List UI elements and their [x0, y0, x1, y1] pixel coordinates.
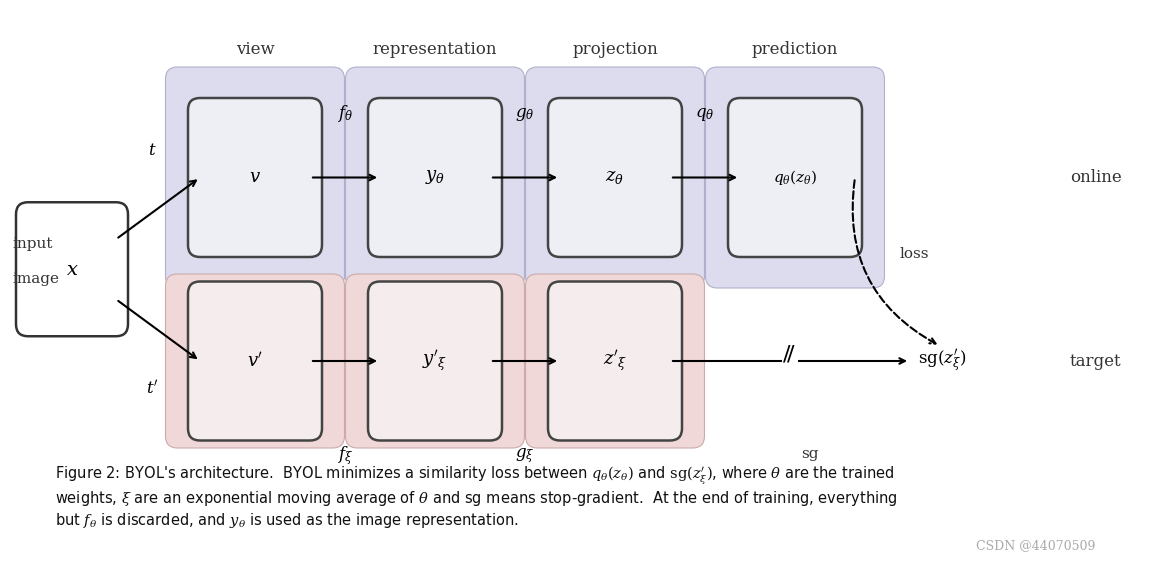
Text: $t'$: $t'$ [145, 380, 159, 398]
FancyBboxPatch shape [188, 98, 323, 257]
FancyBboxPatch shape [166, 67, 344, 288]
Text: CSDN @44070509: CSDN @44070509 [976, 539, 1096, 552]
Text: $t$: $t$ [147, 140, 157, 158]
FancyBboxPatch shape [346, 67, 524, 288]
FancyBboxPatch shape [705, 67, 885, 288]
Text: $\!/\!/$: $\!/\!/$ [783, 343, 797, 364]
FancyBboxPatch shape [346, 274, 524, 448]
FancyBboxPatch shape [166, 274, 344, 448]
Text: $\mathrm{sg}(z_{\xi}^{\prime})$: $\mathrm{sg}(z_{\xi}^{\prime})$ [918, 348, 967, 374]
FancyBboxPatch shape [548, 281, 682, 440]
Text: prediction: prediction [752, 41, 839, 58]
Text: $x$: $x$ [66, 260, 78, 279]
FancyBboxPatch shape [728, 98, 862, 257]
Text: loss: loss [900, 247, 930, 261]
Text: Figure 2: BYOL's architecture.  BYOL minimizes a similarity loss between $q_{\th: Figure 2: BYOL's architecture. BYOL mini… [55, 464, 897, 530]
Text: $v$: $v$ [249, 169, 262, 187]
FancyBboxPatch shape [367, 281, 502, 440]
Text: view: view [236, 41, 274, 58]
Text: $f_{\theta}$: $f_{\theta}$ [338, 104, 353, 125]
Text: $y'_{\xi}$: $y'_{\xi}$ [423, 349, 448, 373]
FancyBboxPatch shape [548, 98, 682, 257]
Text: representation: representation [373, 41, 498, 58]
Text: $v'$: $v'$ [247, 351, 263, 371]
Text: $z'_{\xi}$: $z'_{\xi}$ [602, 349, 627, 373]
Text: image: image [12, 272, 59, 287]
Text: target: target [1070, 352, 1122, 369]
Text: $z_{\theta}$: $z_{\theta}$ [606, 169, 624, 187]
Text: $q_{\theta}(z_{\theta})$: $q_{\theta}(z_{\theta})$ [773, 168, 817, 187]
Text: $f_{\xi}$: $f_{\xi}$ [338, 444, 353, 468]
FancyBboxPatch shape [188, 281, 323, 440]
FancyBboxPatch shape [367, 98, 502, 257]
Text: projection: projection [573, 41, 658, 58]
Text: sg: sg [802, 447, 819, 461]
Text: online: online [1070, 169, 1122, 186]
Text: input: input [12, 237, 53, 251]
Text: $q_{\theta}$: $q_{\theta}$ [696, 105, 714, 123]
Text: $y_{\theta}$: $y_{\theta}$ [425, 169, 445, 187]
FancyBboxPatch shape [16, 202, 128, 336]
Text: $g_{\theta}$: $g_{\theta}$ [515, 105, 535, 123]
FancyBboxPatch shape [525, 274, 705, 448]
Text: $g_{\xi}$: $g_{\xi}$ [515, 447, 535, 465]
FancyBboxPatch shape [525, 67, 705, 288]
